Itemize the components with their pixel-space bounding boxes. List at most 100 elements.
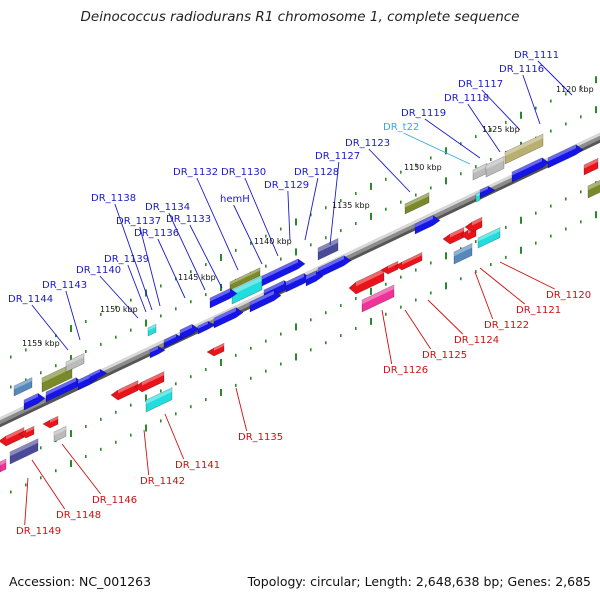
gene-feature[interactable] [317, 238, 339, 261]
tick-mark [355, 326, 357, 330]
gene-feature[interactable] [53, 425, 67, 443]
gene-feature[interactable] [547, 144, 584, 169]
tick-mark [475, 135, 477, 139]
gene-feature[interactable] [380, 260, 399, 275]
tick-mark [70, 325, 72, 333]
gene-feature[interactable] [42, 415, 59, 429]
gene-feature[interactable] [147, 323, 157, 337]
gene-feature[interactable] [0, 426, 25, 447]
gene-feature[interactable] [394, 252, 423, 271]
gene-feature[interactable] [149, 345, 166, 359]
gene-feature[interactable] [477, 227, 501, 249]
tick-mark [145, 319, 147, 327]
tick-mark [385, 282, 387, 286]
tick-mark [340, 199, 342, 203]
gene-feature[interactable] [305, 270, 324, 287]
coordinate-label: 1150 kbp [100, 305, 138, 314]
gene-label-dr-1149[interactable]: DR_1149 [16, 526, 61, 537]
gene-feature[interactable] [229, 267, 261, 291]
gene-feature[interactable] [504, 133, 544, 165]
gene-feature[interactable] [13, 376, 33, 397]
gene-feature[interactable] [206, 342, 225, 357]
gene-feature[interactable] [249, 290, 282, 313]
leader-line [403, 132, 471, 165]
gene-feature[interactable] [485, 155, 505, 178]
gene-feature[interactable] [145, 387, 173, 413]
tick-mark [580, 115, 582, 119]
gene-label-dr-1133[interactable]: DR_1133 [166, 214, 211, 225]
gene-label-dr-1121[interactable]: DR_1121 [516, 305, 561, 316]
leader-line [99, 275, 139, 319]
tick-mark [145, 394, 147, 402]
leader-line [481, 89, 521, 131]
gene-feature[interactable] [41, 363, 73, 393]
gene-label-dr-1143[interactable]: DR_1143 [42, 280, 87, 291]
gene-label-dr-1127[interactable]: DR_1127 [315, 151, 360, 162]
gene-feature[interactable] [213, 307, 244, 329]
gene-feature[interactable] [197, 320, 216, 335]
gene-label-dr-1111[interactable]: DR_1111 [514, 50, 559, 61]
gene-feature[interactable] [23, 393, 46, 411]
gene-label-dr-1119[interactable]: DR_1119 [401, 108, 446, 119]
gene-feature[interactable] [89, 368, 108, 383]
leader-line [24, 477, 29, 526]
tick-mark [445, 177, 447, 185]
gene-feature[interactable] [464, 216, 483, 233]
gene-feature[interactable] [442, 226, 465, 245]
gene-label-dr-1117[interactable]: DR_1117 [458, 79, 503, 90]
gene-label-dr-1129[interactable]: DR_1129 [264, 180, 309, 191]
gene-feature[interactable] [179, 323, 200, 341]
gene-label-dr-t22[interactable]: DR_t22 [383, 122, 419, 133]
gene-label-dr-1123[interactable]: DR_1123 [345, 138, 390, 149]
gene-feature[interactable] [134, 371, 165, 393]
gene-feature[interactable] [65, 352, 85, 373]
gene-label-dr-1144[interactable]: DR_1144 [8, 294, 53, 305]
tick-mark [40, 341, 42, 345]
gene-feature[interactable] [163, 333, 184, 349]
gene-label-dr-1136[interactable]: DR_1136 [134, 228, 179, 239]
tick-mark [235, 248, 237, 252]
gene-label-dr-1122[interactable]: DR_1122 [484, 320, 529, 331]
gene-feature[interactable] [348, 268, 385, 295]
gene-label-dr-1125[interactable]: DR_1125 [422, 350, 467, 361]
gene-label-dr-1126[interactable]: DR_1126 [383, 365, 428, 376]
gene-label-dr-1140[interactable]: DR_1140 [76, 265, 121, 276]
gene-label-dr-1141[interactable]: DR_1141 [175, 460, 220, 471]
gene-label-dr-1124[interactable]: DR_1124 [454, 335, 499, 346]
gene-feature[interactable] [475, 191, 481, 203]
gene-feature[interactable] [9, 438, 39, 465]
gene-label-dr-1128[interactable]: DR_1128 [294, 167, 339, 178]
gene-feature[interactable] [583, 157, 599, 176]
gene-feature[interactable] [361, 284, 395, 313]
gene-feature[interactable] [414, 215, 441, 235]
gene-feature[interactable] [110, 380, 139, 401]
gene-label-dr-1116[interactable]: DR_1116 [499, 64, 544, 75]
gene-feature[interactable] [18, 425, 35, 439]
gene-label-dr-1134[interactable]: DR_1134 [145, 202, 190, 213]
tick-mark [415, 193, 417, 197]
gene-label-dr-1142[interactable]: DR_1142 [140, 476, 185, 487]
gene-label-dr-1137[interactable]: DR_1137 [116, 216, 161, 227]
gene-label-hemh[interactable]: hemH [220, 194, 250, 205]
gene-label-dr-1138[interactable]: DR_1138 [91, 193, 136, 204]
gene-label-dr-1148[interactable]: DR_1148 [56, 510, 101, 521]
tick-mark [340, 304, 342, 308]
gene-feature[interactable] [404, 192, 430, 215]
leader-line [424, 118, 481, 159]
gene-label-dr-1135[interactable]: DR_1135 [238, 432, 283, 443]
gene-feature[interactable] [587, 179, 600, 199]
gene-label-dr-1130[interactable]: DR_1130 [221, 167, 266, 178]
gene-label-dr-1146[interactable]: DR_1146 [92, 495, 137, 506]
gene-label-dr-1120[interactable]: DR_1120 [546, 290, 591, 301]
gene-feature[interactable] [453, 242, 473, 265]
gene-label-dr-1132[interactable]: DR_1132 [173, 167, 218, 178]
gene-feature[interactable] [231, 275, 263, 305]
tick-mark [460, 247, 462, 251]
tick-mark [550, 99, 552, 103]
gene-feature[interactable] [511, 157, 550, 183]
gene-feature[interactable] [209, 288, 238, 309]
gene-label-dr-1139[interactable]: DR_1139 [104, 254, 149, 265]
gene-label-dr-1118[interactable]: DR_1118 [444, 93, 489, 104]
gene-feature[interactable] [261, 258, 306, 287]
gene-feature[interactable] [0, 458, 7, 473]
